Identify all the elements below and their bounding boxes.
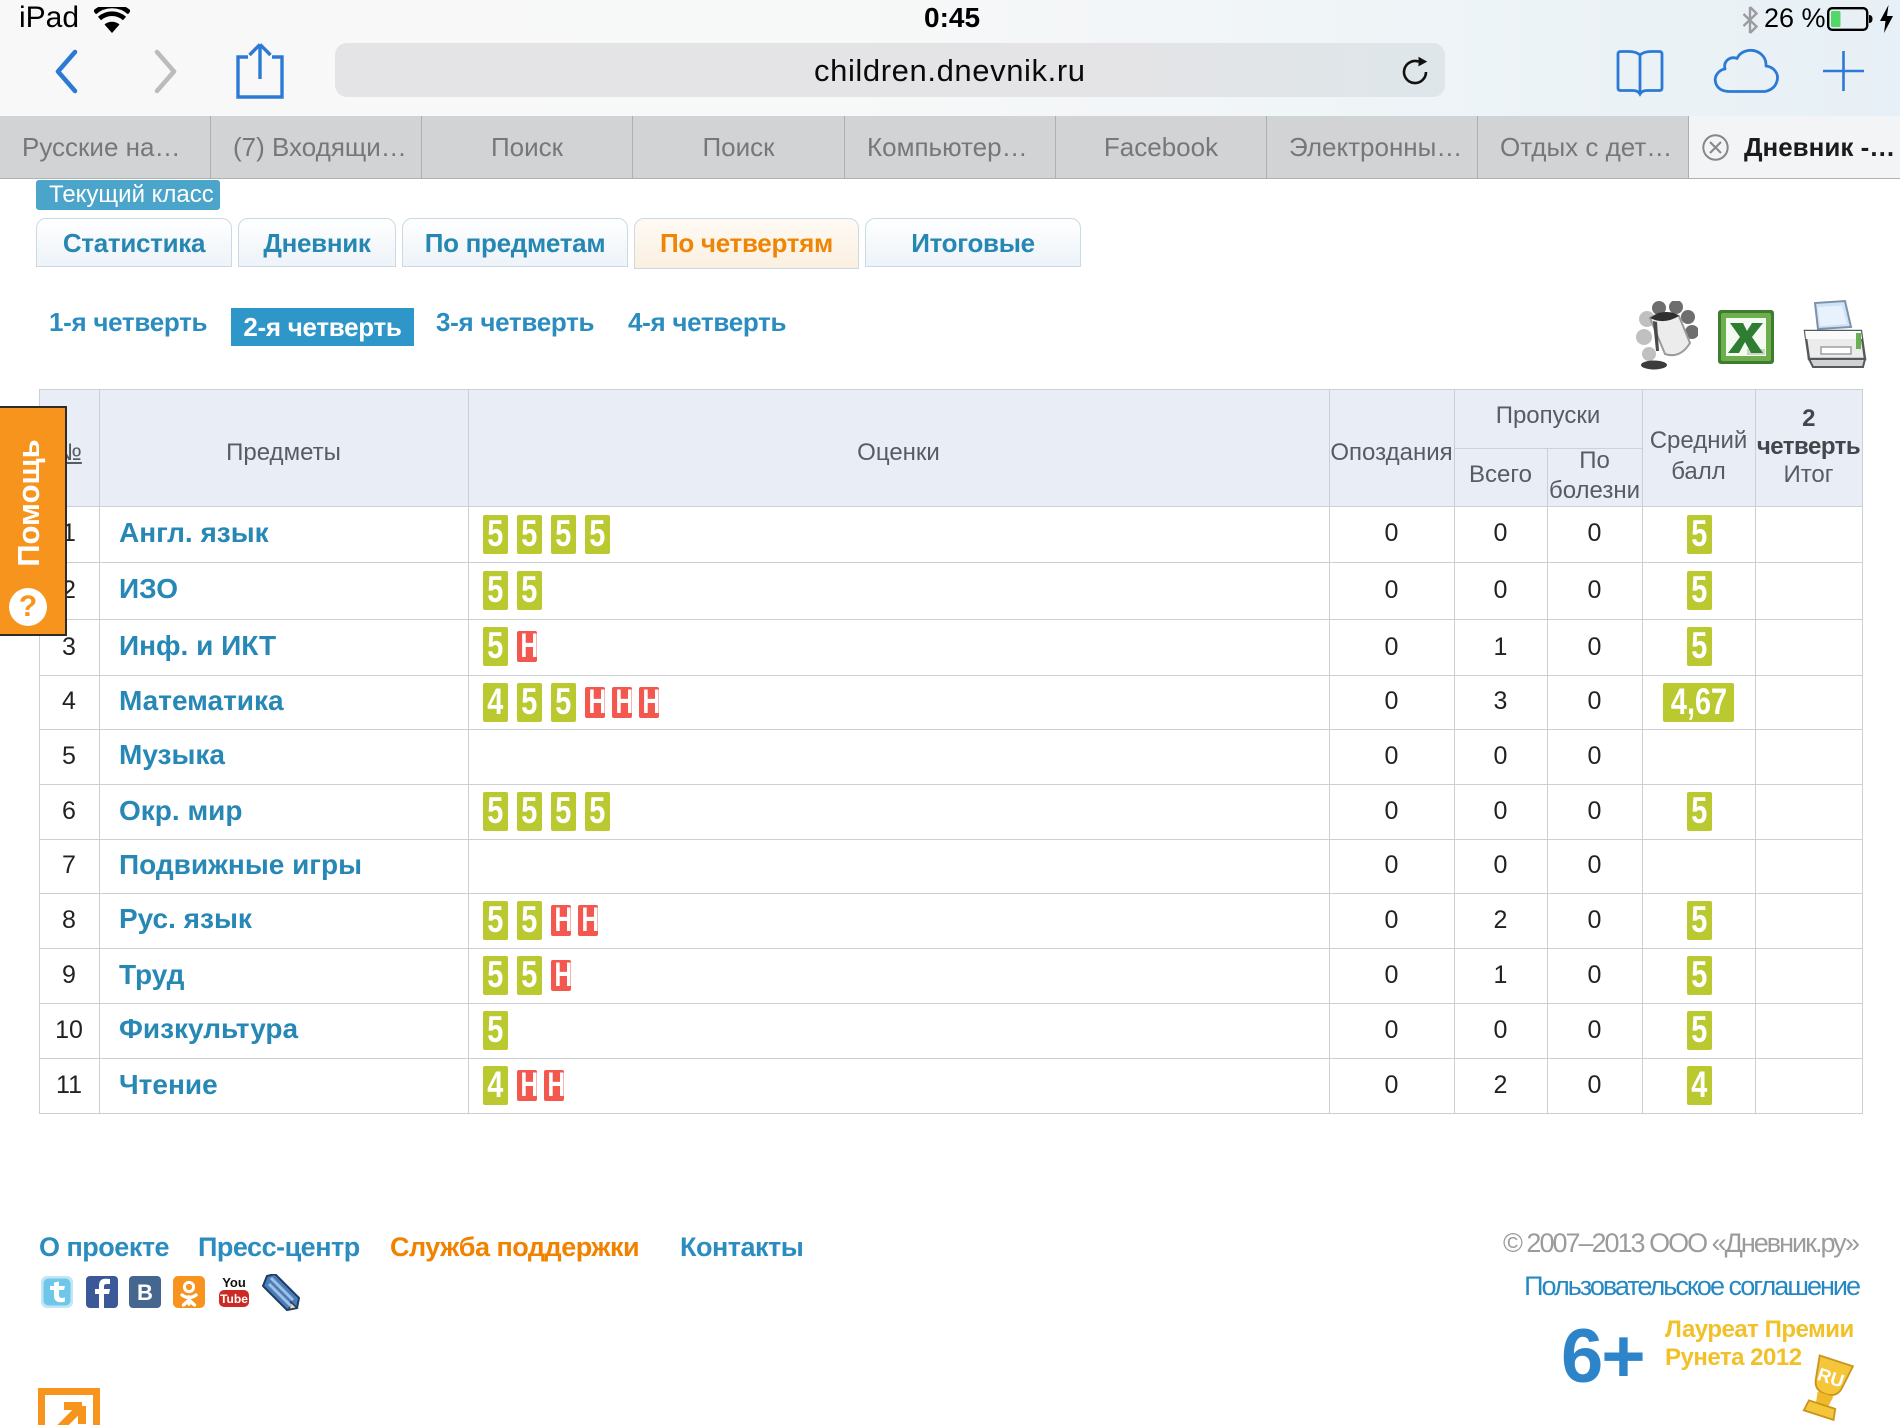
svg-text:You: You <box>222 1275 246 1290</box>
svg-text:Tube: Tube <box>220 1292 248 1306</box>
svg-text:В: В <box>137 1280 153 1305</box>
